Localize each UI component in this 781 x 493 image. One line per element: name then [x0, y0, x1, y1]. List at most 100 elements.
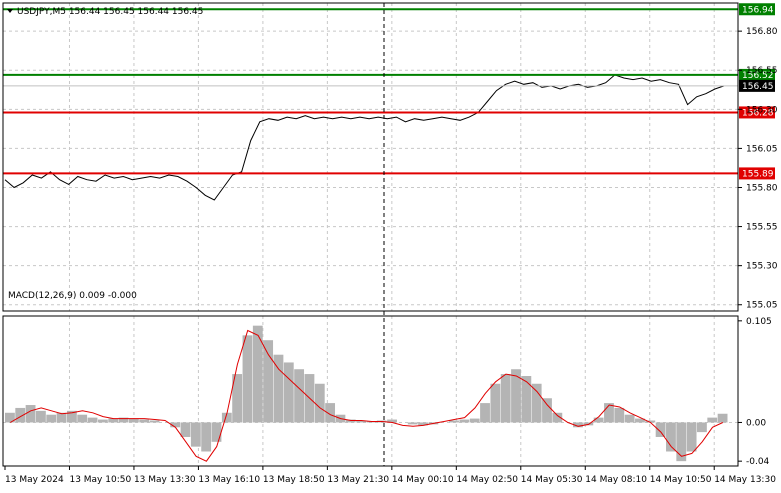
- x-tick-label: 13 May 21:30: [327, 475, 389, 485]
- y-tick-label: 156.55: [746, 66, 778, 76]
- macd-histogram-bar: [77, 414, 88, 423]
- x-tick-label: 13 May 16:10: [198, 475, 260, 485]
- y-tick-label: 156.05: [746, 144, 778, 154]
- macd-histogram-bar: [655, 422, 666, 437]
- x-tick-label: 13 May 2024: [5, 475, 64, 485]
- macd-y-tick-label: 0.105: [746, 317, 772, 327]
- level-label-box: [739, 106, 775, 119]
- macd-histogram-bar: [97, 419, 108, 423]
- macd-histogram-bar: [35, 410, 46, 423]
- macd-histogram-bar: [521, 376, 532, 423]
- macd-histogram-bar: [686, 422, 697, 452]
- macd-histogram-bar: [66, 410, 77, 423]
- macd-histogram-bar: [707, 417, 718, 423]
- y-tick-label: 156.30: [746, 105, 778, 115]
- macd-histogram-bar: [25, 405, 36, 423]
- macd-histogram-bar: [170, 422, 181, 428]
- price-panel-border: [2, 2, 739, 312]
- macd-histogram-bar: [418, 422, 428, 426]
- macd-histogram-bar: [635, 418, 645, 423]
- macd-histogram-bar: [345, 419, 356, 423]
- x-tick-label: 14 May 05:30: [521, 475, 583, 485]
- x-tick-label: 14 May 13:30: [714, 475, 776, 485]
- x-tick-label: 13 May 13:30: [134, 475, 196, 485]
- macd-histogram-bar: [645, 420, 656, 423]
- level-label-box: [739, 68, 775, 81]
- x-tick-label: 14 May 08:10: [585, 475, 647, 485]
- y-tick-label: 156.80: [746, 27, 778, 37]
- macd-histogram-bar: [500, 374, 511, 423]
- x-tick-label: 13 May 18:50: [263, 475, 325, 485]
- macd-histogram-bar: [128, 418, 139, 423]
- macd-histogram-bar: [211, 422, 222, 442]
- macd-histogram-bar: [573, 422, 583, 428]
- macd-signal-line: [9, 329, 724, 462]
- macd-label: MACD(12,26,9) 0.009 -0.000: [8, 291, 137, 301]
- macd-plot-area[interactable]: [5, 325, 728, 462]
- macd-histogram-bar: [469, 418, 480, 423]
- macd-histogram-bar: [87, 417, 98, 423]
- macd-histogram-bar: [314, 383, 325, 423]
- macd-panel-border: [2, 315, 739, 467]
- macd-histogram-bar: [108, 418, 119, 423]
- macd-histogram-bar: [511, 369, 521, 423]
- macd-histogram-bar: [294, 369, 305, 423]
- macd-histogram-bar: [149, 420, 160, 423]
- level-label: 156.52: [742, 71, 774, 81]
- x-tick-label: 14 May 00:10: [392, 475, 454, 485]
- macd-histogram-bar: [480, 403, 490, 423]
- macd-histogram-bar: [139, 419, 150, 423]
- level-label-box: [739, 167, 775, 180]
- macd-histogram-bar: [283, 362, 294, 423]
- macd-histogram-bar: [624, 414, 635, 423]
- macd-histogram-bar: [717, 413, 728, 423]
- macd-histogram-bar: [56, 412, 67, 423]
- macd-histogram-bar: [583, 422, 594, 426]
- level-label: 155.89: [742, 169, 774, 179]
- macd-histogram-bar: [666, 422, 676, 452]
- macd-histogram-bar: [15, 407, 26, 423]
- y-tick-label: 155.30: [746, 262, 778, 272]
- macd-histogram-bar: [273, 354, 284, 423]
- current-price-box: [739, 79, 775, 92]
- symbol-dropdown-icon[interactable]: [7, 9, 13, 13]
- macd-y-tick-label: -0.04: [746, 457, 770, 467]
- macd-histogram-bar: [387, 419, 397, 423]
- current-price-label: 156.45: [742, 82, 774, 92]
- macd-histogram-bar: [614, 407, 625, 423]
- x-tick-label: 14 May 02:50: [456, 475, 518, 485]
- macd-histogram-bar: [593, 417, 604, 423]
- macd-histogram-bar: [242, 335, 253, 423]
- macd-histogram-bar: [542, 398, 552, 423]
- macd-histogram-bar: [490, 383, 501, 423]
- macd-histogram-bar: [676, 422, 687, 462]
- x-tick-label: 13 May 10:50: [69, 475, 131, 485]
- chart-title: USDJPY,M5 156.44 156.45 156.44 156.45: [17, 7, 203, 17]
- macd-histogram-bar: [46, 414, 57, 423]
- price-line: [4, 74, 725, 201]
- price-plot-area[interactable]: 156.94 156.52 156.28 155.89 156.45: [3, 3, 775, 201]
- level-label-box: [739, 3, 775, 16]
- level-label: 156.28: [742, 108, 774, 118]
- y-tick-label: 155.05: [746, 301, 778, 311]
- macd-histogram-bar: [697, 422, 707, 433]
- level-label: 156.94: [742, 5, 774, 15]
- macd-histogram-bar: [356, 420, 366, 423]
- macd-histogram-bar: [459, 419, 470, 423]
- macd-histogram-bar: [232, 374, 243, 423]
- macd-histogram-bar: [118, 417, 129, 423]
- macd-histogram-bar: [325, 403, 336, 423]
- macd-histogram-bar: [201, 422, 212, 452]
- macd-histogram-bar: [180, 422, 191, 437]
- macd-histogram-bar: [252, 325, 263, 423]
- y-tick-label: 155.80: [746, 183, 778, 193]
- grid-lines: [3, 3, 738, 466]
- macd-histogram-bar: [604, 403, 614, 423]
- macd-histogram-bar: [449, 420, 459, 423]
- axes: 13 May 2024 13 May 10:50 13 May 13:30 13 Ma…: [2, 2, 778, 485]
- macd-histogram-bar: [531, 383, 542, 423]
- macd-histogram-bar: [190, 422, 201, 447]
- macd-histogram-bar: [221, 412, 232, 423]
